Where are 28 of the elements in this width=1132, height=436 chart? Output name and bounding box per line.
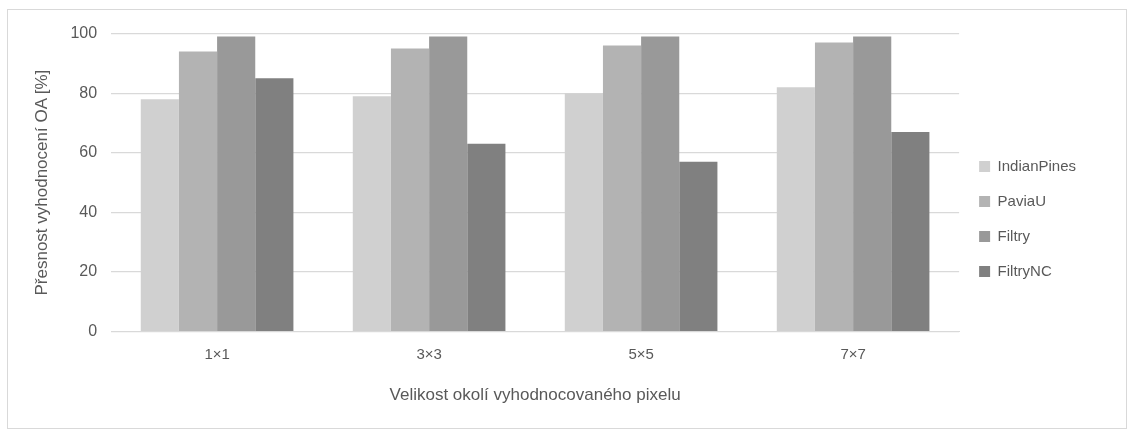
bar bbox=[429, 36, 468, 331]
bar bbox=[891, 131, 930, 331]
bar bbox=[217, 36, 256, 331]
x-tick-label: 3×3 bbox=[416, 344, 442, 362]
legend-label: FiltryNC bbox=[997, 261, 1052, 279]
x-tick-label: 7×7 bbox=[840, 344, 866, 362]
x-tick-label: 1×1 bbox=[204, 344, 230, 362]
bar bbox=[467, 143, 506, 331]
bar bbox=[255, 78, 294, 331]
bar bbox=[178, 51, 218, 331]
y-tick-label: 20 bbox=[79, 262, 98, 280]
bar bbox=[853, 36, 892, 331]
legend-label: Filtry bbox=[997, 226, 1031, 244]
y-tick-label: 60 bbox=[79, 143, 98, 161]
y-tick-label: 0 bbox=[88, 322, 98, 340]
y-axis-title: Přesnost vyhodnocení OA [%] bbox=[31, 69, 51, 296]
bar bbox=[679, 161, 718, 331]
y-tick-label: 100 bbox=[70, 24, 98, 42]
bar bbox=[390, 48, 430, 331]
bar bbox=[641, 36, 680, 331]
legend-label: PaviaU bbox=[997, 191, 1046, 209]
bar bbox=[602, 45, 642, 331]
y-tick-label: 40 bbox=[79, 202, 98, 220]
x-tick-label: 5×5 bbox=[628, 344, 654, 362]
legend-label: IndianPines bbox=[997, 156, 1077, 174]
bar bbox=[814, 42, 854, 331]
x-axis-title: Velikost okolí vyhodnocovaného pixelu bbox=[389, 385, 681, 405]
y-tick-label: 80 bbox=[79, 83, 98, 101]
